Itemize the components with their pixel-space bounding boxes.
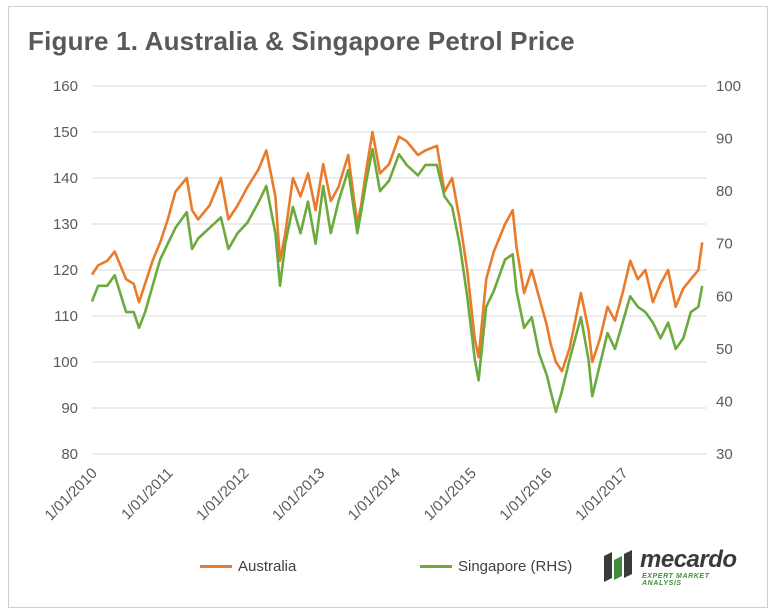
left-tick-label: 150 xyxy=(53,124,78,141)
brand-tagline: EXPERT MARKET ANALYSIS xyxy=(642,573,710,587)
x-tick-label: 1/01/2017 xyxy=(572,465,631,524)
mecardo-brand: mecardo EXPERT MARKET ANALYSIS xyxy=(600,546,750,587)
mecardo-logo-icon xyxy=(604,550,632,582)
singapore-series-line xyxy=(90,147,704,414)
right-tick-label: 100 xyxy=(716,78,741,95)
right-tick-label: 90 xyxy=(716,131,733,148)
australia-series-line xyxy=(90,130,704,373)
right-tick-label: 60 xyxy=(716,288,733,305)
legend-label-singapore: Singapore (RHS) xyxy=(458,557,573,575)
right-tick-label: 80 xyxy=(716,183,733,200)
left-tick-label: 160 xyxy=(53,78,78,95)
brand-name: mecardo xyxy=(640,546,737,573)
left-tick-label: 80 xyxy=(61,446,78,463)
right-tick-label: 30 xyxy=(716,446,733,463)
legend-label-australia: Australia xyxy=(238,557,297,575)
chart-frame xyxy=(8,6,768,608)
x-tick-label: 1/01/2015 xyxy=(421,465,480,524)
left-tick-label: 130 xyxy=(53,216,78,233)
legend-item-singapore: Singapore (RHS) xyxy=(420,556,572,576)
left-axis-ticks: 80 90 100 110 120 130 140 150 160 xyxy=(53,78,78,463)
left-tick-label: 90 xyxy=(61,400,78,417)
x-axis-ticks: 1/01/2010 1/01/2011 1/01/2012 1/01/2013 1/01… xyxy=(42,465,632,524)
left-tick-label: 110 xyxy=(54,308,78,325)
right-tick-label: 40 xyxy=(716,393,733,410)
right-axis-ticks: 30 40 50 60 70 80 90 100 xyxy=(716,78,741,463)
series-lines xyxy=(90,130,704,414)
left-tick-label: 120 xyxy=(53,262,78,279)
chart-title: Figure 1. Australia & Singapore Petrol P… xyxy=(28,26,575,56)
singapore-swatch xyxy=(420,564,452,568)
australia-swatch xyxy=(200,564,232,568)
x-tick-label: 1/01/2013 xyxy=(269,465,328,524)
x-tick-label: 1/01/2012 xyxy=(193,465,252,524)
right-tick-label: 50 xyxy=(716,341,733,358)
x-tick-label: 1/01/2016 xyxy=(496,465,555,524)
left-tick-label: 100 xyxy=(53,354,78,371)
x-tick-label: 1/01/2010 xyxy=(42,465,101,524)
gridlines xyxy=(92,85,706,455)
left-tick-label: 140 xyxy=(53,170,78,187)
x-tick-label: 1/01/2014 xyxy=(345,465,404,524)
legend-item-australia: Australia xyxy=(200,556,296,576)
x-tick-label: 1/01/2011 xyxy=(118,465,176,523)
right-tick-label: 70 xyxy=(716,236,733,253)
